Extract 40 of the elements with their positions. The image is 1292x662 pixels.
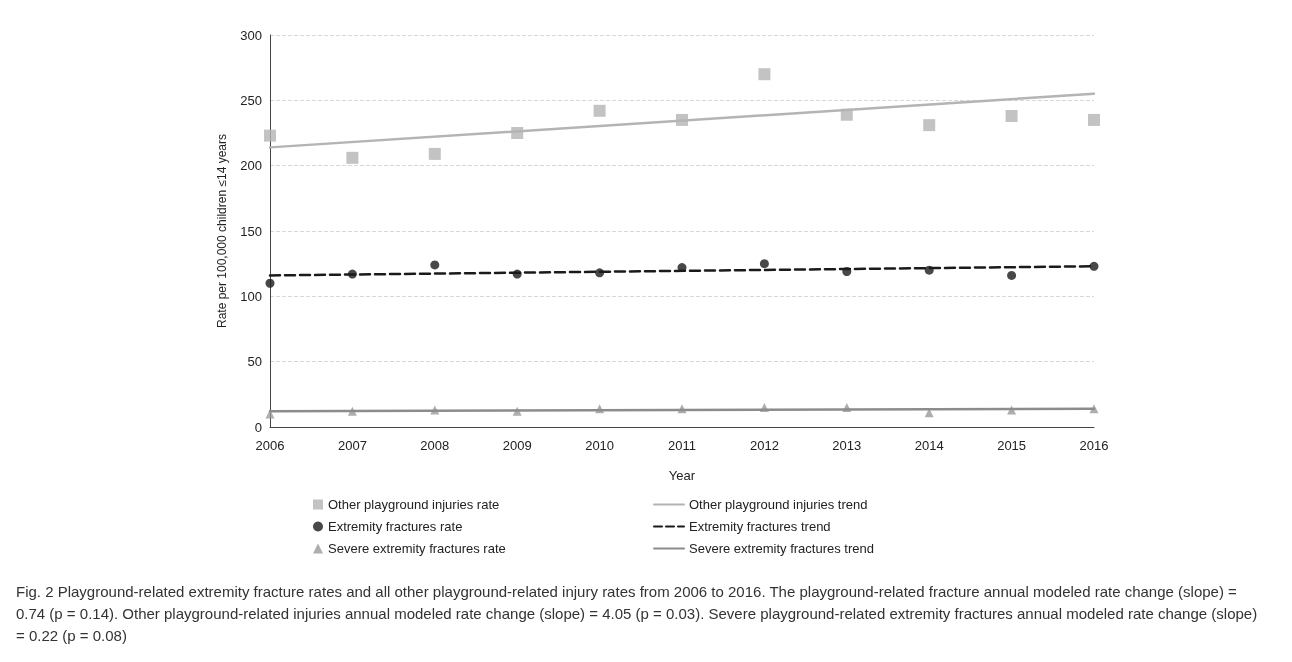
y-tick-label: 50 xyxy=(247,354,262,370)
x-tick-label: 2008 xyxy=(420,438,450,453)
x-tick-label: 2007 xyxy=(337,438,367,453)
point xyxy=(430,260,440,270)
point xyxy=(1007,270,1017,280)
legend-label: Extremity fractures trend xyxy=(689,519,831,534)
y-tick-label: 0 xyxy=(254,419,262,435)
point xyxy=(346,151,359,164)
point xyxy=(1005,110,1018,123)
x-axis-title: Year xyxy=(668,468,696,483)
legend-label: Other playground injuries trend xyxy=(689,497,868,512)
point xyxy=(265,278,275,288)
point xyxy=(593,104,606,117)
legend-label: Other playground injuries rate xyxy=(328,497,500,512)
x-tick-label: 2012 xyxy=(749,438,779,453)
x-tick-label: 2006 xyxy=(255,438,285,453)
x-tick-label: 2015 xyxy=(997,438,1027,453)
point xyxy=(1089,261,1099,271)
y-tick-label: 250 xyxy=(240,92,262,108)
x-tick-label: 2014 xyxy=(914,438,944,453)
point xyxy=(759,259,769,269)
y-tick-label: 150 xyxy=(240,223,262,239)
point xyxy=(264,129,276,142)
y-axis-title: Rate per 100,000 children ≤14 years xyxy=(215,133,229,329)
x-tick-label: 2009 xyxy=(502,438,532,453)
legend-label: Extremity fractures rate xyxy=(328,519,463,534)
point xyxy=(923,119,936,132)
x-tick-label: 2016 xyxy=(1079,438,1109,453)
legend-label: Severe extremity fractures rate xyxy=(328,541,506,556)
point xyxy=(1088,113,1100,126)
x-tick-label: 2010 xyxy=(585,438,615,453)
point xyxy=(758,68,771,81)
y-tick-label: 100 xyxy=(240,288,262,304)
y-tick-label: 200 xyxy=(240,158,262,174)
legend-label: Severe extremity fractures trend xyxy=(689,541,874,556)
y-tick-label: 300 xyxy=(240,27,262,43)
x-tick-label: 2013 xyxy=(832,438,862,453)
x-tick-label: 2011 xyxy=(668,438,696,453)
point xyxy=(428,147,441,160)
caption: Fig. 2 Playground-related extremity fracture rates and all other playground-related injury rates from 2006 to 2016. The playground-related fracture annual modeled rate change (slope) = 0.74 (p = 0.14). Other playground-related injuries annual modeled rate change (slope) = 4.05 (p = 0.03). Severe playground-related extremity fractures annual modeled rate change (slope) = 0.22 (p = 0.08) xyxy=(16,582,1262,644)
